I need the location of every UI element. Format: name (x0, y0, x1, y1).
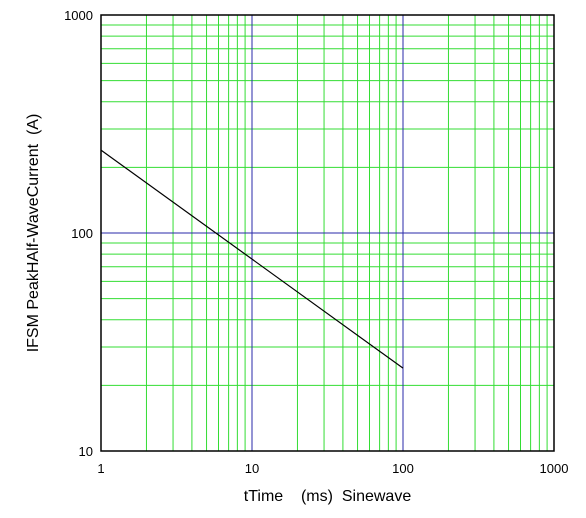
x-tick-label: 1 (97, 461, 104, 476)
x-axis-title: tTime (ms) Sinewave (244, 488, 412, 505)
series-line (100, 149, 404, 369)
y-tick-label: 1000 (64, 8, 93, 23)
tick-labels: 1 10 100 1000 10 100 1000 (64, 8, 568, 476)
y-tick-label: 10 (79, 444, 93, 459)
plot-frame (100, 14, 555, 452)
x-tick-label: 1000 (540, 461, 569, 476)
major-grid (101, 15, 554, 451)
x-tick-label: 10 (245, 461, 259, 476)
y-axis-title: IFSM PeakHAlf-WaveCurrent (A) (25, 114, 42, 353)
series-layer (100, 149, 404, 369)
y-tick-label: 100 (71, 226, 93, 241)
x-tick-label: 100 (392, 461, 414, 476)
